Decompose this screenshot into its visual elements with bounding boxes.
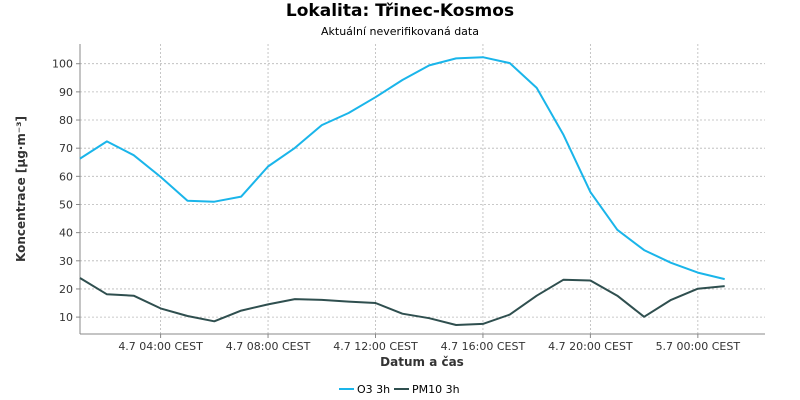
y-tick-label: 50 (59, 198, 73, 211)
y-tick-label: 60 (59, 170, 73, 183)
x-tick-labels: 4.7 04:00 CEST 4.7 08:00 CEST 4.7 12:00 CE… (118, 340, 740, 353)
series-line-pm10 (79, 277, 725, 326)
axes (76, 44, 765, 338)
y-tick-labels: 10 20 30 40 50 60 70 80 90 100 (52, 58, 73, 324)
y-tick-label: 80 (59, 114, 73, 127)
x-tick-label: 5.7 00:00 CEST (656, 340, 741, 353)
y-tick-label: 90 (59, 86, 73, 99)
x-tick-label: 4.7 20:00 CEST (548, 340, 633, 353)
x-tick-label: 4.7 04:00 CEST (118, 340, 203, 353)
legend-label-pm10: PM10 3h (412, 383, 460, 396)
chart-subtitle: Aktuální neverifikovaná data (321, 25, 479, 38)
y-tick-label: 40 (59, 227, 73, 240)
y-tick-label: 30 (59, 255, 73, 268)
grid-lines (80, 44, 765, 334)
plot-area (80, 44, 765, 334)
y-axis-label: Koncentrace [µg·m⁻³] (14, 116, 28, 262)
y-tick-label: 20 (59, 283, 73, 296)
x-tick-label: 4.7 12:00 CEST (333, 340, 418, 353)
x-axis-label: Datum a čas (380, 355, 464, 369)
y-tick-label: 70 (59, 142, 73, 155)
x-tick-label: 4.7 16:00 CEST (441, 340, 526, 353)
series-lines (79, 56, 725, 326)
series-line-o3 (79, 56, 725, 281)
y-tick-label: 10 (59, 311, 73, 324)
y-tick-label: 100 (52, 58, 73, 71)
legend: O3 3h PM10 3h (339, 383, 460, 396)
chart-title: Lokalita: Třinec-Kosmos (285, 1, 515, 21)
x-tick-label: 4.7 08:00 CEST (226, 340, 311, 353)
legend-label-o3: O3 3h (357, 383, 390, 396)
